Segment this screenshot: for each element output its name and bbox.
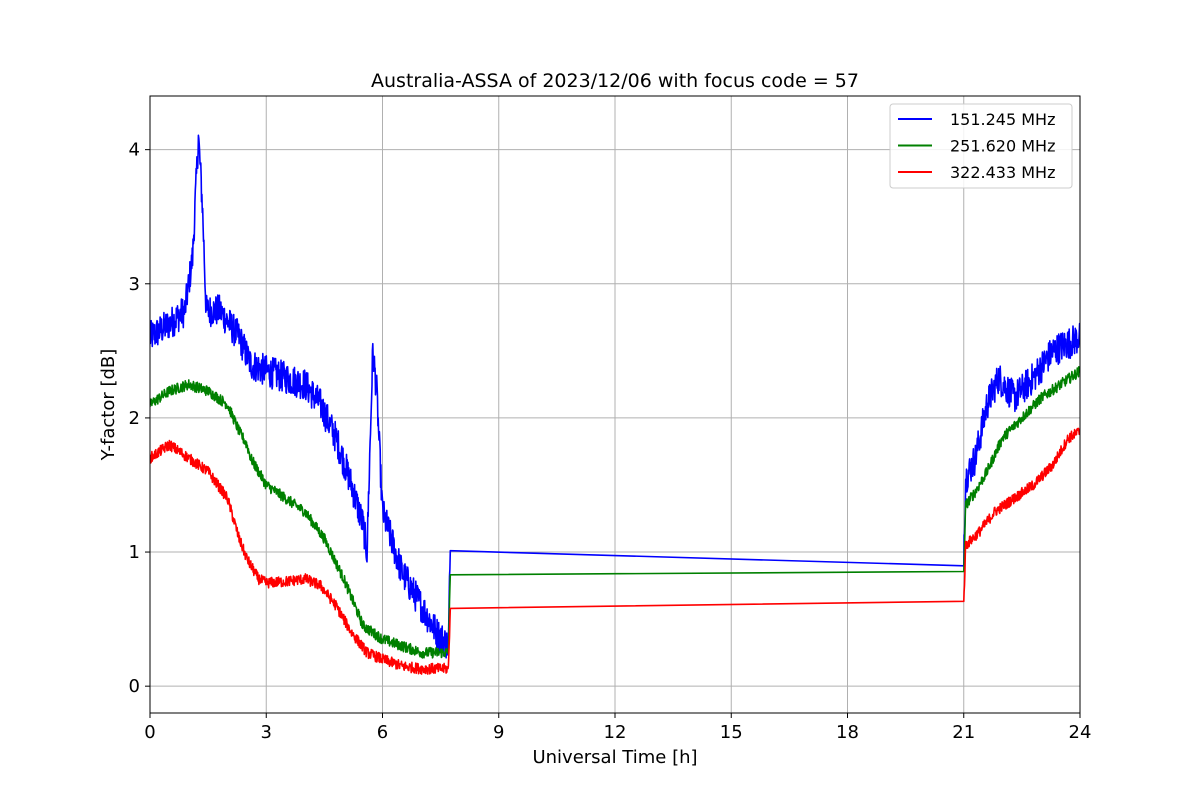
legend-entry: 151.245 MHz: [950, 110, 1055, 129]
series-line-0: [150, 134, 1080, 659]
y-tick-label: 4: [129, 140, 140, 161]
x-tick-label: 15: [720, 722, 743, 743]
series-layer: [150, 134, 1080, 675]
y-axis-label: Y-factor [dB]: [98, 349, 119, 462]
y-tick-label: 2: [129, 408, 140, 429]
x-tick-label: 0: [144, 722, 155, 743]
series-line-1: [150, 366, 1080, 659]
x-tick-label: 6: [377, 722, 388, 743]
legend-entry: 251.620 MHz: [950, 137, 1055, 156]
x-tick-label: 9: [493, 722, 504, 743]
y-tick-label: 1: [129, 542, 140, 563]
legend: 151.245 MHz 251.620 MHz 322.433 MHz: [889, 103, 1073, 189]
y-tick-label: 3: [129, 274, 140, 295]
y-tick-label: 0: [129, 676, 140, 697]
legend-box: [889, 103, 1073, 189]
x-tick-label: 3: [261, 722, 272, 743]
x-tick-label: 18: [836, 722, 859, 743]
x-axis-label: Universal Time [h]: [532, 747, 697, 768]
chart-title: Australia-ASSA of 2023/12/06 with focus …: [371, 70, 859, 92]
legend-entry: 322.433 MHz: [950, 163, 1055, 182]
x-tick-label: 24: [1069, 722, 1092, 743]
x-tick-label: 21: [952, 722, 975, 743]
series-line-2: [150, 427, 1080, 675]
x-tick-label: 12: [604, 722, 627, 743]
